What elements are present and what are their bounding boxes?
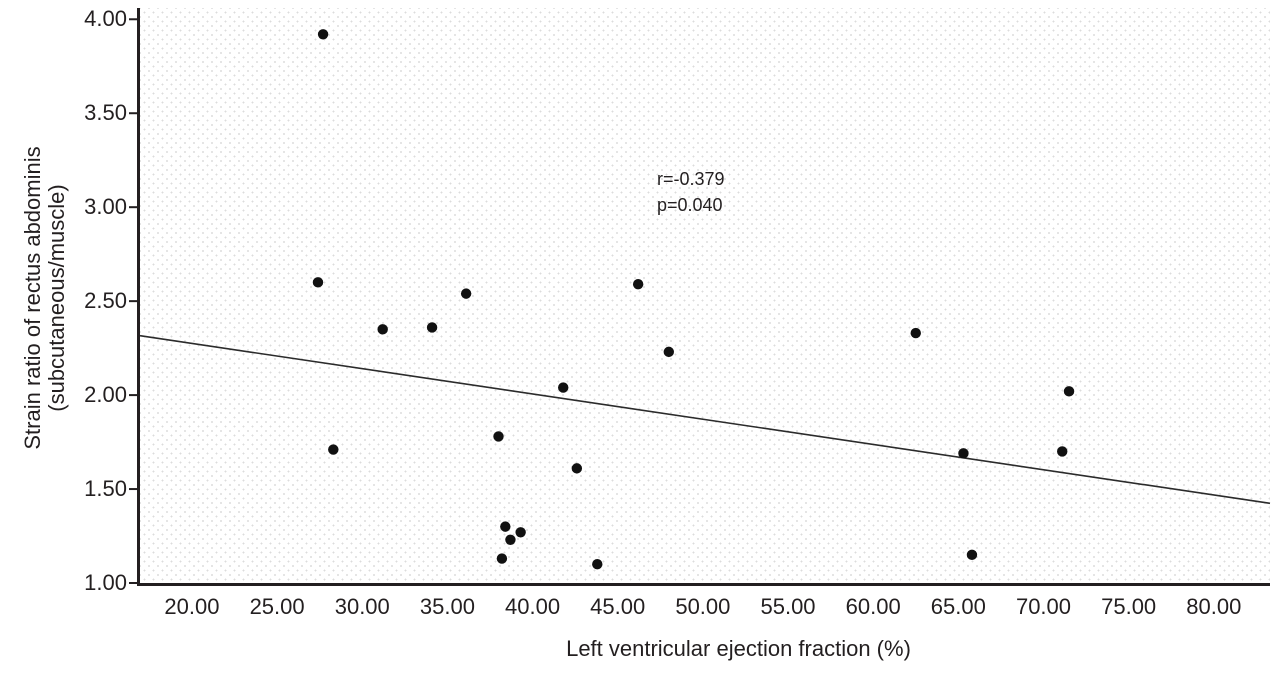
data-point [312, 277, 324, 288]
annotation-r-value: r=-0.379 [657, 169, 725, 189]
data-point [1063, 386, 1075, 397]
data-point [966, 549, 978, 561]
y-tick-label: 1.50 [84, 476, 127, 502]
plot-area [140, 8, 1270, 583]
data-point [958, 448, 969, 459]
y-axis-title-line1: Strain ratio of rectus abdominis [20, 146, 45, 450]
data-point [592, 559, 603, 570]
data-point [500, 521, 511, 532]
x-tick-label: 75.00 [1101, 594, 1157, 619]
x-tick-label: 55.00 [760, 594, 816, 619]
data-point [377, 324, 388, 335]
data-point [1057, 446, 1068, 457]
data-point [515, 527, 526, 538]
x-axis-title: Left ventricular ejection fraction (%) [566, 636, 911, 661]
data-point [505, 534, 516, 545]
regression-line [139, 334, 1271, 505]
data-point [571, 463, 583, 474]
data-point [910, 327, 921, 339]
y-tick-label: 3.00 [84, 194, 127, 220]
y-tick-label: 4.00 [84, 6, 127, 32]
x-tick-label: 60.00 [845, 594, 901, 619]
data-point [317, 29, 329, 40]
y-tick-label: 2.50 [84, 288, 127, 314]
x-tick-label: 20.00 [164, 594, 220, 619]
data-point [493, 431, 504, 442]
annotation-p-value: p=0.040 [657, 195, 723, 215]
x-tick-label: 70.00 [1015, 594, 1072, 619]
data-point [632, 279, 644, 290]
y-tick-label: 2.00 [84, 382, 127, 408]
data-point [663, 346, 675, 358]
x-tick-label: 80.00 [1186, 594, 1242, 619]
data-point [558, 382, 569, 393]
x-tick-label: 30.00 [334, 594, 390, 619]
data-point [460, 288, 472, 299]
y-tick-label: 3.50 [84, 100, 127, 126]
x-tick-label: 35.00 [419, 594, 475, 619]
data-point [426, 322, 438, 333]
data-point [496, 553, 508, 564]
x-tick-label: 40.00 [505, 594, 561, 619]
y-tick-label: 1.00 [84, 570, 127, 595]
x-tick-label: 45.00 [590, 594, 646, 619]
data-point [328, 444, 339, 455]
x-tick-label: 25.00 [249, 594, 305, 619]
x-tick-label: 65.00 [930, 594, 986, 619]
correlation-annotation: r=-0.379 p=0.040 [657, 166, 725, 218]
x-tick-label: 50.00 [675, 594, 731, 619]
